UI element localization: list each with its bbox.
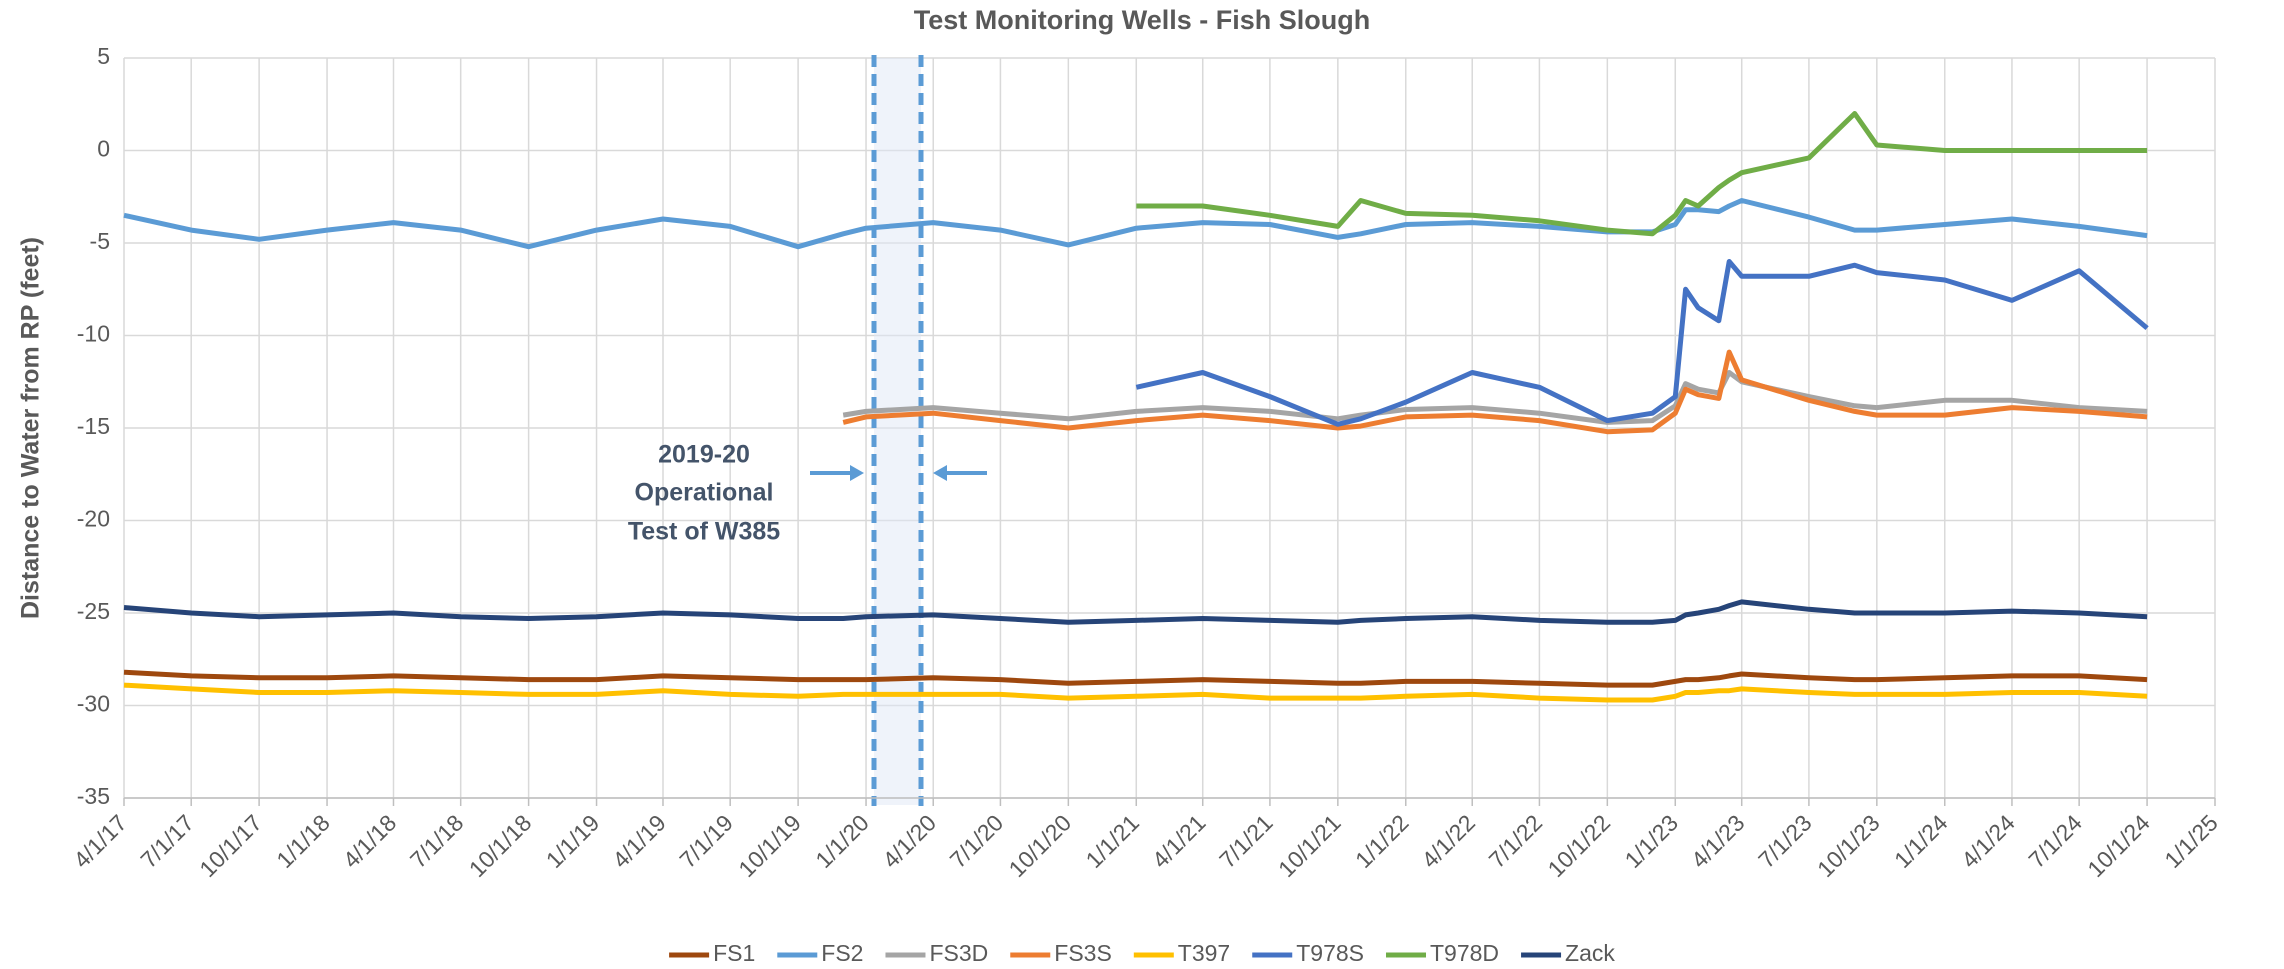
x-tick-label: 7/1/18 — [405, 809, 469, 873]
legend-label: FS2 — [821, 940, 863, 966]
x-tick-label: 4/1/21 — [1147, 809, 1211, 873]
x-tick-label: 7/1/21 — [1214, 809, 1278, 873]
x-tick-label: 10/1/21 — [1273, 809, 1346, 882]
y-tick-label: -10 — [77, 321, 110, 347]
x-tick-label: 1/1/24 — [1889, 809, 1953, 873]
x-tick-label: 1/1/25 — [2159, 809, 2223, 873]
x-tick-label: 7/1/24 — [2023, 809, 2087, 873]
x-tick-label: 4/1/18 — [338, 809, 402, 873]
y-tick-label: -15 — [77, 413, 110, 439]
y-tick-label: 5 — [97, 43, 110, 69]
legend-label: T397 — [1178, 940, 1230, 966]
x-tick-label: 1/1/19 — [541, 809, 605, 873]
x-tick-label: 4/1/24 — [1956, 809, 2020, 873]
x-tick-label: 10/1/19 — [733, 809, 806, 882]
y-axis-label: Distance to Water from RP (feet) — [17, 237, 45, 619]
x-tick-label: 10/1/20 — [1004, 809, 1077, 882]
x-tick-label: 7/1/19 — [674, 809, 738, 873]
y-tick-label: 0 — [97, 136, 110, 162]
x-tick-label: 10/1/17 — [194, 809, 267, 882]
y-tick-label: -20 — [77, 506, 110, 532]
series-line — [123, 669, 2148, 688]
series-line — [842, 370, 2148, 425]
x-tick-label: 7/1/17 — [135, 809, 199, 873]
annotation-text: Test of W385 — [628, 518, 780, 546]
annotation-text: 2019-20 — [658, 441, 750, 469]
x-tick-label: 1/1/21 — [1081, 809, 1145, 873]
series-line — [1135, 259, 2149, 427]
series-line — [123, 682, 2148, 703]
x-tick-label: 1/1/18 — [271, 809, 335, 873]
legend-label: FS3D — [929, 940, 988, 966]
x-tick-label: 4/1/22 — [1416, 809, 1480, 873]
legend-label: Zack — [1565, 940, 1615, 966]
series-line — [123, 599, 2148, 625]
x-tick-label: 10/1/24 — [2082, 809, 2155, 882]
x-tick-label: 10/1/22 — [1543, 809, 1616, 882]
legend-label: FS3S — [1054, 940, 1112, 966]
x-tick-label: 10/1/23 — [1812, 809, 1885, 882]
x-tick-label: 4/1/17 — [68, 809, 132, 873]
legend-label: T978D — [1430, 940, 1499, 966]
x-tick-label: 4/1/23 — [1686, 809, 1750, 873]
legend: FS1 FS2 FS3D FS3S T397 T978S T978D Zack — [669, 940, 1615, 966]
arrow-head — [850, 465, 864, 481]
x-tick-label: 1/1/22 — [1350, 809, 1414, 873]
x-tick-label: 1/1/23 — [1619, 809, 1683, 873]
legend-label: FS1 — [713, 940, 755, 966]
series-line — [123, 198, 2148, 250]
series-line — [842, 349, 2148, 435]
x-tick-label: 10/1/18 — [464, 809, 537, 882]
chart-title: Test Monitoring Wells - Fish Slough — [914, 5, 1370, 35]
arrow-head — [933, 465, 947, 481]
legend-label: T978S — [1296, 940, 1364, 966]
y-tick-label: -5 — [90, 228, 110, 254]
series-line — [1136, 111, 2148, 237]
y-tick-label: -25 — [77, 598, 110, 624]
x-tick-label: 1/1/20 — [810, 809, 874, 873]
y-tick-label: -30 — [77, 691, 110, 717]
y-tick-label: -35 — [77, 783, 110, 809]
annotation-text: Operational — [635, 479, 774, 507]
x-tick-label: 7/1/20 — [945, 809, 1009, 873]
x-tick-label: 7/1/22 — [1484, 809, 1548, 873]
x-tick-label: 7/1/23 — [1753, 809, 1817, 873]
x-tick-label: 4/1/20 — [877, 809, 941, 873]
x-tick-label: 4/1/19 — [607, 809, 671, 873]
